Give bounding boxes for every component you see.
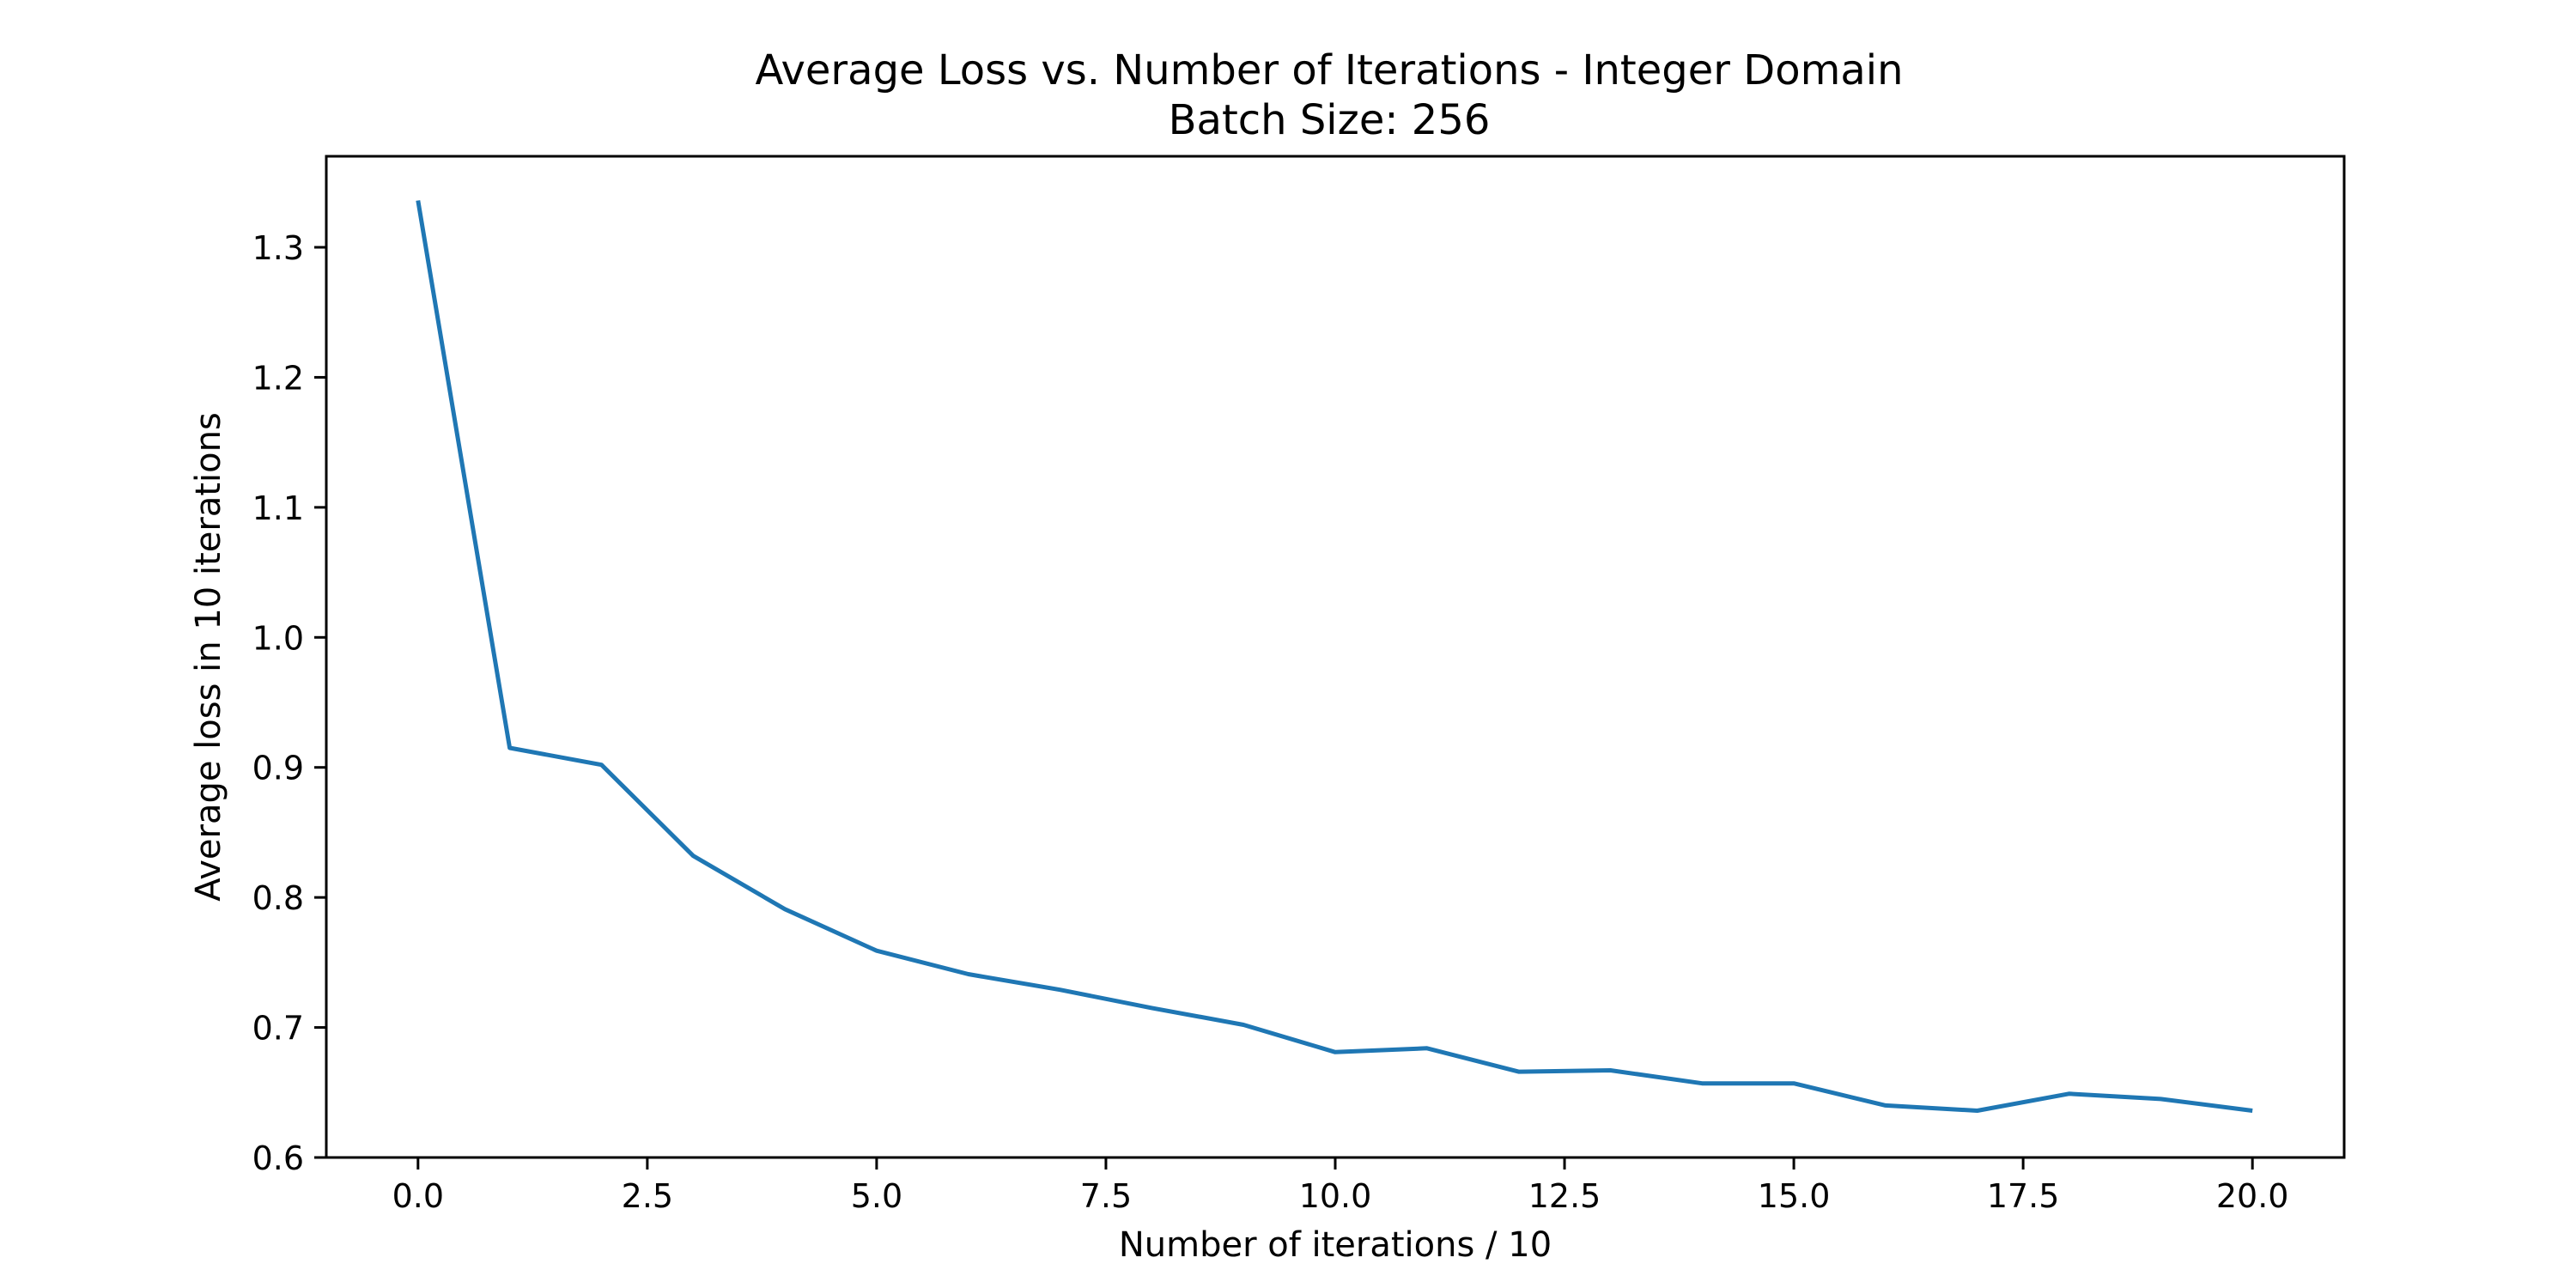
y-tick-label: 0.6 <box>252 1139 304 1177</box>
plot-area-frame <box>325 155 2346 1159</box>
x-tick-label: 10.0 <box>1299 1177 1372 1215</box>
x-axis-label: Number of iterations / 10 <box>1119 1225 1552 1265</box>
y-tick-label: 1.2 <box>252 359 304 397</box>
x-tick-label: 20.0 <box>2216 1177 2289 1215</box>
y-axis-label: Average loss in 10 iterations <box>189 412 228 902</box>
x-tick-label: 15.0 <box>1758 1177 1831 1215</box>
x-tick-label: 17.5 <box>1987 1177 2060 1215</box>
y-tick-label: 1.1 <box>252 489 304 527</box>
loss-series-line <box>416 200 2253 1113</box>
x-tick-label: 2.5 <box>622 1177 673 1215</box>
chart-subtitle: Batch Size: 256 <box>1169 96 1491 144</box>
x-tick-label: 5.0 <box>851 1177 902 1215</box>
series-layer <box>416 200 2253 1113</box>
x-tick-label: 0.0 <box>392 1177 444 1215</box>
x-tick-label: 7.5 <box>1080 1177 1132 1215</box>
x-axis: 0.0 2.5 5.0 7.5 10.0 12.5 15.0 17.5 20.0 <box>392 1157 2289 1215</box>
x-tick-label: 12.5 <box>1528 1177 1601 1215</box>
y-tick-label: 1.0 <box>252 619 304 657</box>
y-tick-label: 0.8 <box>252 879 304 917</box>
y-tick-label: 0.7 <box>252 1010 304 1048</box>
y-tick-label: 0.9 <box>252 750 304 787</box>
y-tick-label: 1.3 <box>252 229 304 267</box>
chart-title: Average Loss vs. Number of Iterations - … <box>755 46 1903 94</box>
y-axis: 0.6 0.7 0.8 0.9 1.0 1.1 1.2 1.3 <box>252 229 326 1177</box>
